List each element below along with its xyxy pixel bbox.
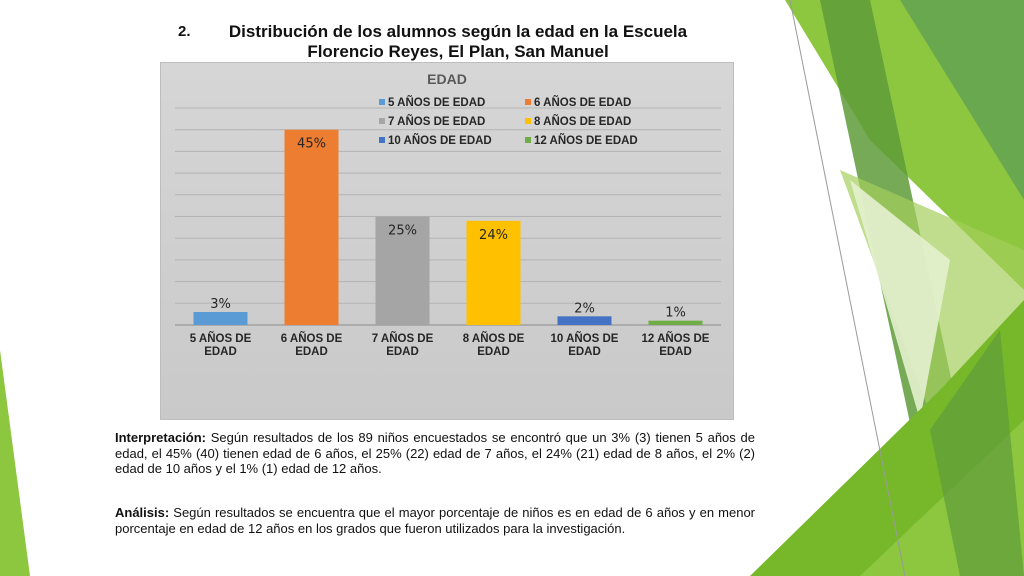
interpretation-paragraph: Interpretación: Según resultados de los … — [115, 430, 755, 477]
legend-label: 5 AÑOS DE EDAD — [388, 96, 485, 109]
bar-5 — [557, 316, 612, 325]
interpretation-label: Interpretación: — [115, 430, 207, 445]
legend-label: 8 AÑOS DE EDAD — [534, 115, 631, 128]
legend-label: 7 AÑOS DE EDAD — [388, 115, 485, 128]
title-line-1: Distribución de los alumnos según la eda… — [228, 22, 688, 41]
legend-swatch — [525, 137, 531, 143]
interpretation-text: Según resultados de los 89 niños encuest… — [115, 430, 755, 476]
data-label: 3% — [210, 297, 231, 312]
legend-label: 12 AÑOS DE EDAD — [534, 134, 638, 147]
analysis-label: Análisis: — [115, 505, 170, 520]
decor-shape-left — [0, 350, 30, 576]
legend-label: 6 AÑOS DE EDAD — [534, 96, 631, 109]
data-label: 1% — [665, 306, 686, 321]
decor-line — [789, 0, 906, 576]
title-number: 2. — [178, 23, 191, 40]
decor-shape-right-5 — [850, 180, 950, 420]
legend-swatch — [525, 99, 531, 105]
legend-label: 10 AÑOS DE EDAD — [388, 134, 492, 147]
category-label: EDAD — [477, 346, 510, 358]
bar-1 — [193, 311, 248, 325]
category-label: EDAD — [659, 346, 692, 358]
bar-2 — [284, 129, 339, 325]
category-label: 10 AÑOS DE — [551, 332, 619, 345]
bar-4 — [466, 220, 521, 325]
category-label: 5 AÑOS DE — [190, 332, 252, 345]
category-label: EDAD — [295, 346, 328, 358]
legend-swatch — [379, 99, 385, 105]
legend-swatch — [379, 137, 385, 143]
data-label: 24% — [479, 228, 508, 243]
category-label: EDAD — [386, 346, 419, 358]
category-label: EDAD — [204, 346, 237, 358]
category-label: 7 AÑOS DE — [372, 332, 434, 345]
chart-title: EDAD — [427, 71, 467, 87]
category-label: 6 AÑOS DE — [281, 332, 343, 345]
analysis-text: Según resultados se encuentra que el may… — [115, 505, 755, 536]
title-line-2: Florencio Reyes, El Plan, San Manuel — [307, 42, 609, 61]
analysis-paragraph: Análisis: Según resultados se encuentra … — [115, 505, 755, 536]
bar-3 — [375, 216, 430, 325]
data-label: 25% — [388, 224, 417, 239]
decor-shape-right-2 — [900, 0, 1024, 200]
legend-swatch — [379, 118, 385, 124]
decor-shape-right-8 — [930, 330, 1024, 576]
category-label: EDAD — [568, 346, 601, 358]
document-title: 2. Distribución de los alumnos según la … — [178, 22, 738, 62]
bar-6 — [648, 320, 703, 325]
data-label: 45% — [297, 137, 326, 152]
category-label: 8 AÑOS DE — [463, 332, 525, 345]
category-label: 12 AÑOS DE — [642, 332, 710, 345]
chart-frame: EDAD 3% 5 AÑOS DE EDAD 45% 6 AÑOS DE EDAD 25% 7 … — [160, 62, 734, 420]
data-label: 2% — [574, 301, 595, 316]
legend-swatch — [525, 118, 531, 124]
